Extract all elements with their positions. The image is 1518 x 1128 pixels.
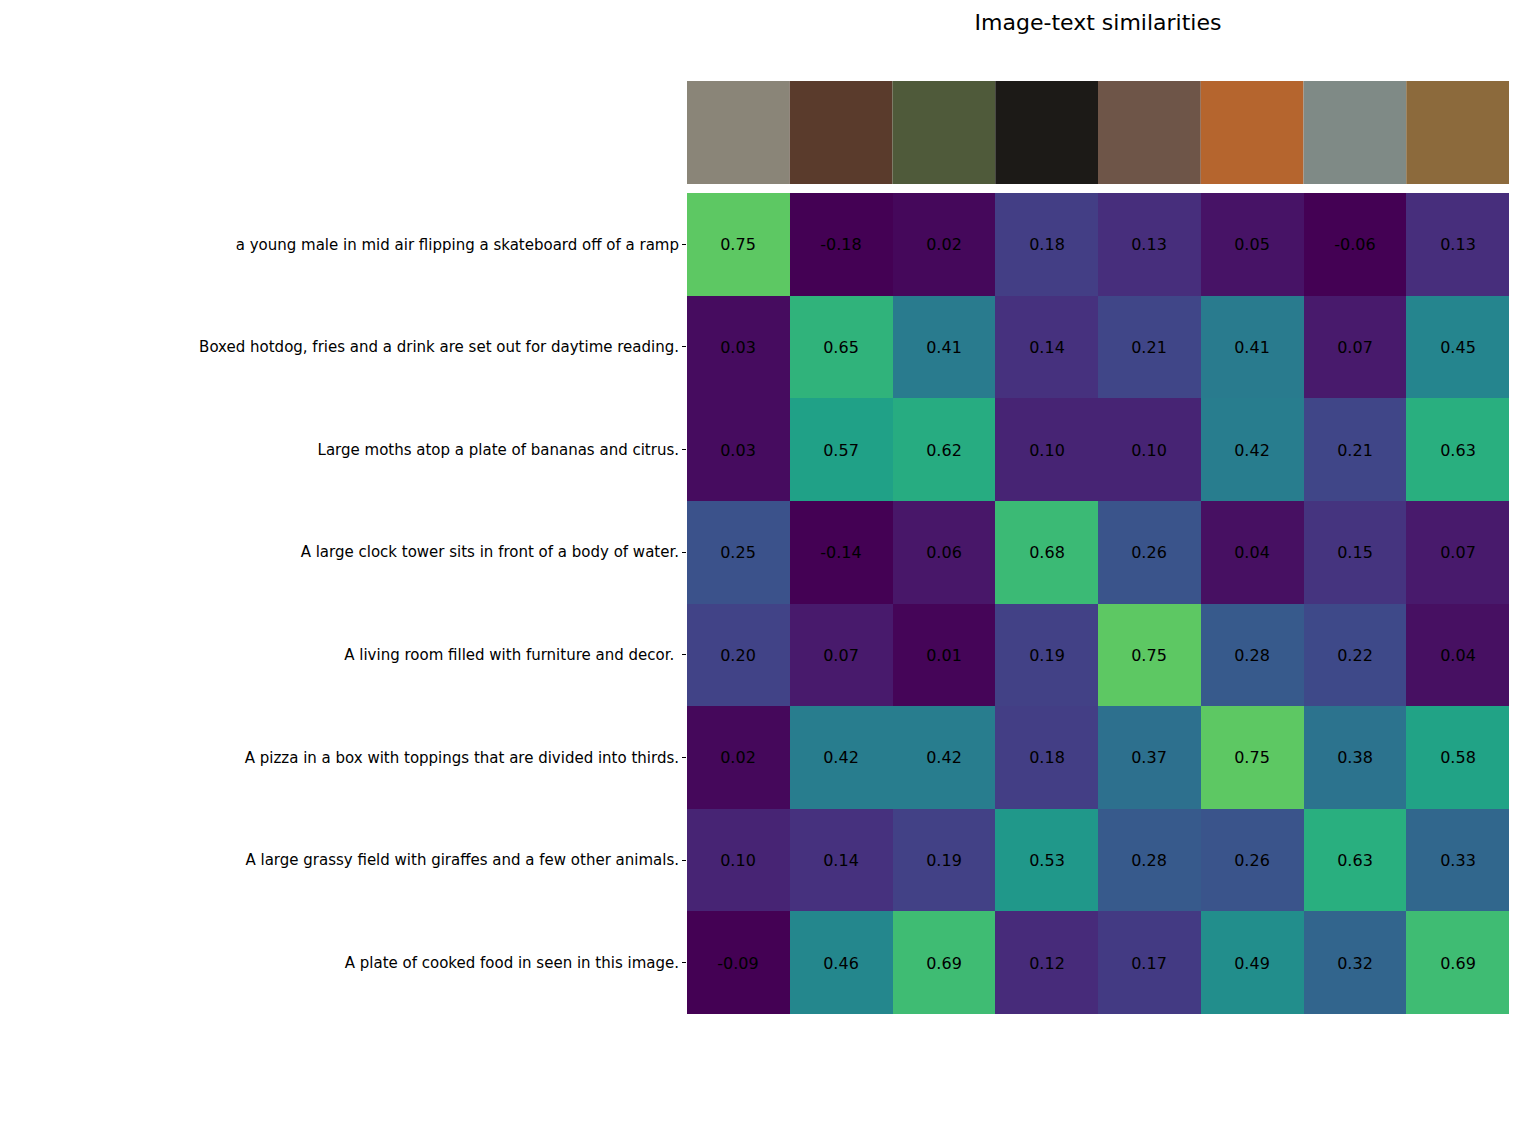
svg-text:0.38: 0.38 bbox=[1337, 748, 1373, 767]
svg-text:0.57: 0.57 bbox=[823, 441, 859, 460]
svg-text:0.15: 0.15 bbox=[1337, 543, 1373, 562]
svg-text:0.02: 0.02 bbox=[720, 748, 756, 767]
svg-text:0.26: 0.26 bbox=[1234, 851, 1270, 870]
svg-text:0.42: 0.42 bbox=[926, 748, 962, 767]
svg-text:A living room filled with furn: A living room filled with furniture and … bbox=[344, 646, 679, 664]
svg-text:0.42: 0.42 bbox=[1234, 441, 1270, 460]
svg-text:0.07: 0.07 bbox=[823, 646, 859, 665]
svg-text:Large moths atop a plate of ba: Large moths atop a plate of bananas and … bbox=[318, 441, 679, 459]
svg-text:0.69: 0.69 bbox=[1440, 954, 1476, 973]
svg-text:0.03: 0.03 bbox=[720, 338, 756, 357]
svg-text:0.05: 0.05 bbox=[1234, 235, 1270, 254]
svg-text:0.63: 0.63 bbox=[1440, 441, 1476, 460]
svg-text:A large grassy field with gira: A large grassy field with giraffes and a… bbox=[245, 851, 679, 869]
svg-text:0.14: 0.14 bbox=[823, 851, 859, 870]
svg-text:0.18: 0.18 bbox=[1029, 748, 1065, 767]
svg-text:0.01: 0.01 bbox=[926, 646, 962, 665]
svg-text:0.68: 0.68 bbox=[1029, 543, 1065, 562]
svg-text:Image-text similarities: Image-text similarities bbox=[975, 10, 1222, 35]
svg-text:0.69: 0.69 bbox=[926, 954, 962, 973]
svg-text:0.62: 0.62 bbox=[926, 441, 962, 460]
svg-text:A pizza in a box with toppings: A pizza in a box with toppings that are … bbox=[245, 749, 679, 767]
svg-text:0.10: 0.10 bbox=[720, 851, 756, 870]
svg-text:0.33: 0.33 bbox=[1440, 851, 1476, 870]
svg-text:-0.14: -0.14 bbox=[820, 543, 861, 562]
svg-text:0.28: 0.28 bbox=[1131, 851, 1167, 870]
svg-text:0.46: 0.46 bbox=[823, 954, 859, 973]
svg-text:0.22: 0.22 bbox=[1337, 646, 1373, 665]
svg-text:0.75: 0.75 bbox=[1234, 748, 1270, 767]
svg-text:0.21: 0.21 bbox=[1337, 441, 1373, 460]
svg-text:0.41: 0.41 bbox=[1234, 338, 1270, 357]
svg-text:0.02: 0.02 bbox=[926, 235, 962, 254]
svg-text:0.07: 0.07 bbox=[1337, 338, 1373, 357]
svg-text:0.13: 0.13 bbox=[1440, 235, 1476, 254]
svg-text:0.28: 0.28 bbox=[1234, 646, 1270, 665]
svg-text:-0.18: -0.18 bbox=[820, 235, 861, 254]
svg-text:0.42: 0.42 bbox=[823, 748, 859, 767]
svg-text:0.75: 0.75 bbox=[1131, 646, 1167, 665]
svg-text:0.06: 0.06 bbox=[926, 543, 962, 562]
svg-text:0.04: 0.04 bbox=[1440, 646, 1476, 665]
svg-text:0.03: 0.03 bbox=[720, 441, 756, 460]
svg-text:0.19: 0.19 bbox=[1029, 646, 1065, 665]
svg-text:0.75: 0.75 bbox=[720, 235, 756, 254]
svg-text:0.26: 0.26 bbox=[1131, 543, 1167, 562]
svg-text:0.10: 0.10 bbox=[1029, 441, 1065, 460]
svg-text:A plate of cooked food in seen: A plate of cooked food in seen in this i… bbox=[345, 954, 679, 972]
svg-text:0.17: 0.17 bbox=[1131, 954, 1167, 973]
svg-text:0.10: 0.10 bbox=[1131, 441, 1167, 460]
svg-text:-0.09: -0.09 bbox=[717, 954, 758, 973]
svg-text:0.14: 0.14 bbox=[1029, 338, 1065, 357]
svg-text:0.41: 0.41 bbox=[926, 338, 962, 357]
svg-text:0.58: 0.58 bbox=[1440, 748, 1476, 767]
svg-text:0.12: 0.12 bbox=[1029, 954, 1065, 973]
svg-text:0.21: 0.21 bbox=[1131, 338, 1167, 357]
svg-text:0.45: 0.45 bbox=[1440, 338, 1476, 357]
svg-text:a young male in mid air flippi: a young male in mid air flipping a skate… bbox=[236, 236, 679, 254]
svg-text:0.63: 0.63 bbox=[1337, 851, 1373, 870]
svg-text:0.53: 0.53 bbox=[1029, 851, 1065, 870]
svg-text:0.20: 0.20 bbox=[720, 646, 756, 665]
svg-text:0.25: 0.25 bbox=[720, 543, 756, 562]
svg-text:0.19: 0.19 bbox=[926, 851, 962, 870]
svg-text:0.49: 0.49 bbox=[1234, 954, 1270, 973]
svg-text:0.04: 0.04 bbox=[1234, 543, 1270, 562]
svg-text:0.37: 0.37 bbox=[1131, 748, 1167, 767]
svg-text:-0.06: -0.06 bbox=[1334, 235, 1375, 254]
svg-text:0.07: 0.07 bbox=[1440, 543, 1476, 562]
svg-text:0.32: 0.32 bbox=[1337, 954, 1373, 973]
svg-text:0.18: 0.18 bbox=[1029, 235, 1065, 254]
svg-text:Boxed hotdog, fries and a drin: Boxed hotdog, fries and a drink are set … bbox=[199, 338, 679, 356]
svg-text:0.65: 0.65 bbox=[823, 338, 859, 357]
svg-text:A large clock tower sits in fr: A large clock tower sits in front of a b… bbox=[301, 543, 679, 561]
svg-text:0.13: 0.13 bbox=[1131, 235, 1167, 254]
